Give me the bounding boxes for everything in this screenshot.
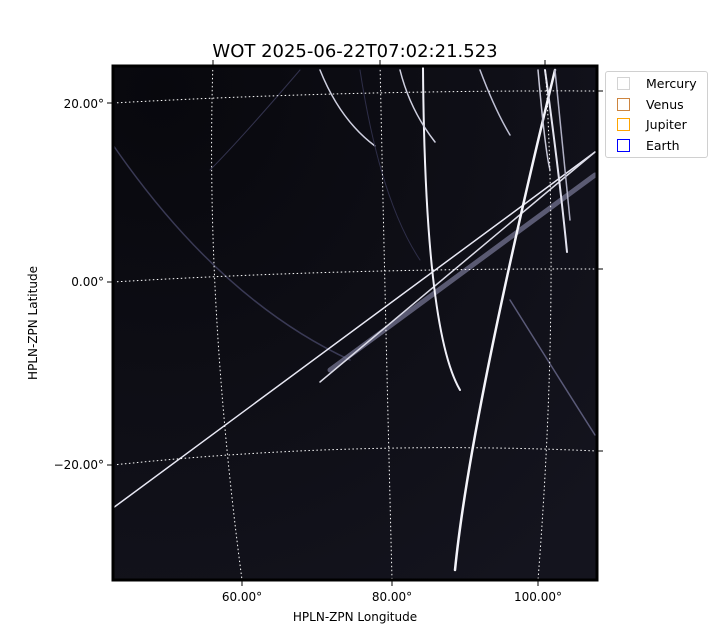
legend-swatch	[617, 97, 630, 111]
streak	[554, 69, 571, 221]
y-tick-label: 0.00°	[71, 275, 104, 289]
grid-lat-20	[112, 90, 598, 104]
streak	[319, 69, 376, 147]
y-axis-label: HPLN-ZPN Latitude	[26, 266, 40, 380]
grid-lat-0	[112, 268, 598, 283]
legend-swatch	[617, 76, 630, 90]
legend-label: Earth	[646, 137, 680, 153]
x-tick-label: 80.00°	[372, 590, 412, 604]
legend-label: Jupiter	[646, 116, 687, 132]
grid-lon-60	[211, 61, 243, 581]
grid-lines	[112, 61, 598, 581]
legend-label: Mercury	[646, 75, 697, 91]
streak	[112, 151, 596, 509]
legend-item-jupiter: Jupiter	[617, 116, 687, 132]
streak	[509, 299, 596, 436]
x-tick-label: 60.00°	[222, 590, 262, 604]
x-axis: 60.00° 80.00° 100.00° HPLN-ZPN Longitude	[212, 60, 562, 624]
y-tick-label: −20.00°	[54, 458, 104, 472]
streak	[479, 69, 511, 136]
streak	[209, 69, 301, 171]
streak	[422, 67, 461, 391]
legend-swatch	[617, 117, 630, 131]
legend-label: Venus	[646, 96, 684, 112]
legend-item-earth: Earth	[617, 137, 680, 153]
legend-item-mercury: Mercury	[617, 75, 697, 91]
solar-image	[113, 66, 597, 580]
x-axis-label: HPLN-ZPN Longitude	[293, 610, 417, 624]
chart-title: WOT 2025-06-22T07:02:21.523	[212, 41, 497, 62]
streak	[319, 151, 596, 383]
x-tick-label: 100.00°	[514, 590, 562, 604]
legend-swatch	[617, 138, 630, 152]
streak	[537, 69, 551, 171]
grid-lon-100	[537, 61, 552, 581]
grid-lat-minus20	[112, 447, 598, 466]
y-axis: 20.00° 0.00° −20.00° HPLN-ZPN Latitude	[26, 90, 603, 472]
grid-lon-80	[379, 61, 393, 581]
streak	[359, 69, 421, 261]
streak	[399, 69, 436, 143]
streak	[544, 69, 568, 253]
legend-item-venus: Venus	[617, 96, 684, 112]
image-area	[111, 61, 599, 582]
axes-frame	[111, 64, 599, 582]
legend: Mercury Venus Jupiter Earth	[605, 71, 708, 158]
streak	[453, 68, 557, 572]
y-tick-label: 20.00°	[64, 97, 104, 111]
